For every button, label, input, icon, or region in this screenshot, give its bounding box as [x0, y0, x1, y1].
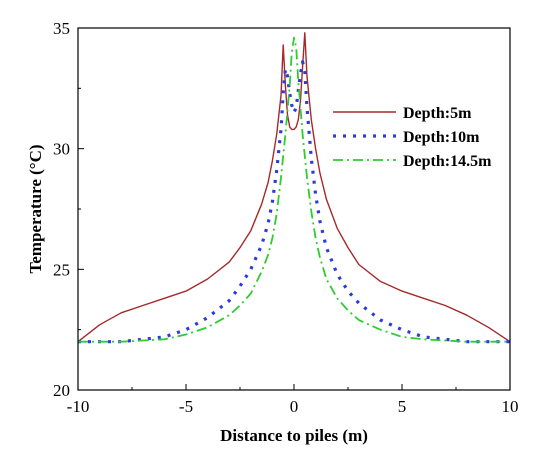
y-tick-label: 30 — [53, 140, 70, 159]
legend-label-2: Depth:10m — [403, 129, 480, 146]
tick-labels: -10 -5 0 5 10 20 25 30 35 — [53, 19, 519, 416]
legend-label-3: Depth:14.5m — [403, 153, 492, 170]
y-tick-label: 35 — [53, 19, 70, 38]
series-line-1 — [77, 32, 511, 343]
y-tick-label: 20 — [53, 381, 70, 400]
legend: Depth:5m Depth:10m Depth:14.5m — [333, 105, 492, 170]
x-tick-label: -5 — [179, 397, 193, 416]
x-axis-title: Distance to piles (m) — [220, 426, 368, 445]
x-tick-label: 5 — [398, 397, 407, 416]
axis-ticks — [77, 27, 511, 391]
y-tick-label: 25 — [53, 260, 70, 279]
series-line-3 — [78, 36, 510, 343]
series-line-2 — [78, 60, 510, 344]
series-lines — [77, 32, 511, 344]
x-tick-label: 0 — [290, 397, 299, 416]
plot-frame — [77, 27, 511, 391]
y-axis-title: Temperature (°C) — [26, 144, 45, 273]
legend-label-1: Depth:5m — [403, 105, 472, 122]
x-tick-label: -10 — [67, 397, 90, 416]
x-tick-label: 10 — [502, 397, 519, 416]
